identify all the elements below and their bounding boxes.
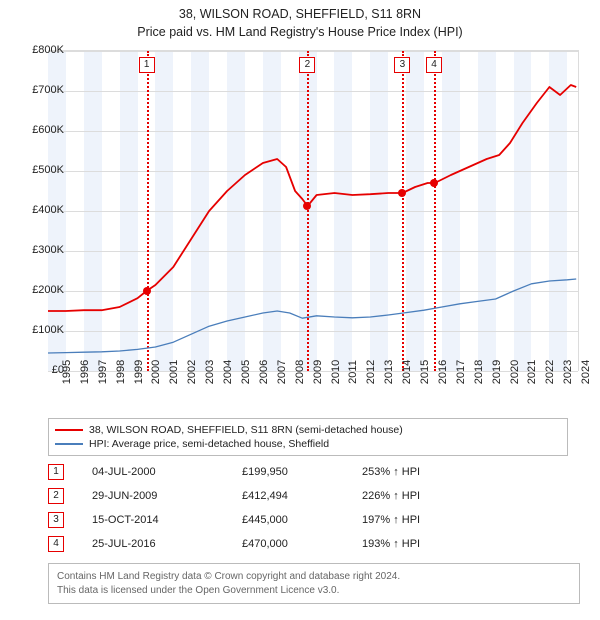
x-tick-label: 2019: [491, 360, 503, 384]
x-tick-label: 2007: [276, 360, 288, 384]
x-tick-label: 2001: [168, 360, 180, 384]
sales-row-delta: 193% ↑ HPI: [362, 538, 568, 550]
y-tick-label: £600K: [14, 124, 64, 136]
x-tick-label: 2016: [437, 360, 449, 384]
x-tick-label: 1999: [133, 360, 145, 384]
sales-row: 2 29-JUN-2009£412,494226% ↑ HPI: [48, 484, 568, 508]
title-block: 38, WILSON ROAD, SHEFFIELD, S11 8RN Pric…: [0, 0, 600, 41]
sales-row: 3 15-OCT-2014£445,000197% ↑ HPI: [48, 508, 568, 532]
sales-row-date: 25-JUL-2016: [92, 538, 242, 550]
x-tick-label: 2004: [222, 360, 234, 384]
legend-row-property: 38, WILSON ROAD, SHEFFIELD, S11 8RN (sem…: [55, 423, 561, 437]
sales-row-badge: 3: [48, 512, 64, 528]
y-tick-label: £800K: [14, 44, 64, 56]
x-tick-label: 2017: [455, 360, 467, 384]
x-tick-label: 2002: [186, 360, 198, 384]
series-property: [48, 85, 576, 311]
legend-label-property: 38, WILSON ROAD, SHEFFIELD, S11 8RN (sem…: [89, 424, 403, 436]
x-tick-label: 2020: [509, 360, 521, 384]
x-tick-label: 1997: [97, 360, 109, 384]
footer-line2: This data is licensed under the Open Gov…: [57, 584, 571, 598]
y-tick-label: £300K: [14, 244, 64, 256]
y-tick-label: £500K: [14, 164, 64, 176]
legend-row-hpi: HPI: Average price, semi-detached house,…: [55, 437, 561, 451]
x-tick-label: 2023: [562, 360, 574, 384]
page: 38, WILSON ROAD, SHEFFIELD, S11 8RN Pric…: [0, 0, 600, 620]
x-tick-label: 2014: [401, 360, 413, 384]
x-tick-label: 2024: [580, 360, 592, 384]
x-tick-label: 2011: [347, 360, 359, 384]
y-tick-label: £100K: [14, 324, 64, 336]
footer-line1: Contains HM Land Registry data © Crown c…: [57, 570, 571, 584]
chart: 1234: [48, 50, 579, 371]
sales-row-badge: 2: [48, 488, 64, 504]
footer: Contains HM Land Registry data © Crown c…: [48, 563, 580, 604]
x-tick-label: 1995: [61, 360, 73, 384]
y-tick-label: £200K: [14, 284, 64, 296]
sales-row-price: £199,950: [242, 466, 362, 478]
sales-row-date: 15-OCT-2014: [92, 514, 242, 526]
x-tick-label: 2000: [150, 360, 162, 384]
sales-row-date: 04-JUL-2000: [92, 466, 242, 478]
sales-row-delta: 226% ↑ HPI: [362, 490, 568, 502]
y-tick-label: £700K: [14, 84, 64, 96]
sales-row-badge: 4: [48, 536, 64, 552]
y-tick-label: £0: [14, 364, 64, 376]
y-tick-label: £400K: [14, 204, 64, 216]
x-tick-label: 2015: [419, 360, 431, 384]
title-address: 38, WILSON ROAD, SHEFFIELD, S11 8RN: [0, 6, 600, 24]
x-tick-label: 2013: [383, 360, 395, 384]
x-tick-label: 2005: [240, 360, 252, 384]
sales-row: 4 25-JUL-2016£470,000193% ↑ HPI: [48, 532, 568, 556]
x-tick-label: 2021: [526, 360, 538, 384]
legend: 38, WILSON ROAD, SHEFFIELD, S11 8RN (sem…: [48, 418, 568, 456]
x-tick-label: 2018: [473, 360, 485, 384]
series-hpi: [48, 279, 576, 353]
sales-row-badge: 1: [48, 464, 64, 480]
sales-row-price: £412,494: [242, 490, 362, 502]
sales-row-price: £470,000: [242, 538, 362, 550]
x-tick-label: 2022: [544, 360, 556, 384]
sales-row-delta: 253% ↑ HPI: [362, 466, 568, 478]
x-tick-label: 1998: [115, 360, 127, 384]
sales-row: 1 04-JUL-2000£199,950253% ↑ HPI: [48, 460, 568, 484]
sales-row-price: £445,000: [242, 514, 362, 526]
x-tick-label: 2010: [330, 360, 342, 384]
x-tick-label: 1996: [79, 360, 91, 384]
x-tick-label: 2006: [258, 360, 270, 384]
x-tick-label: 2003: [204, 360, 216, 384]
legend-label-hpi: HPI: Average price, semi-detached house,…: [89, 438, 329, 450]
title-subtitle: Price paid vs. HM Land Registry's House …: [0, 24, 600, 42]
x-tick-label: 2008: [294, 360, 306, 384]
sales-table: 1 04-JUL-2000£199,950253% ↑ HPI 2 29-JUN-20…: [48, 460, 568, 556]
sales-row-delta: 197% ↑ HPI: [362, 514, 568, 526]
sales-row-date: 29-JUN-2009: [92, 490, 242, 502]
x-tick-label: 2009: [312, 360, 324, 384]
legend-swatch-hpi: [55, 443, 83, 445]
chart-lines: [48, 51, 578, 371]
legend-swatch-property: [55, 429, 83, 431]
x-tick-label: 2012: [365, 360, 377, 384]
